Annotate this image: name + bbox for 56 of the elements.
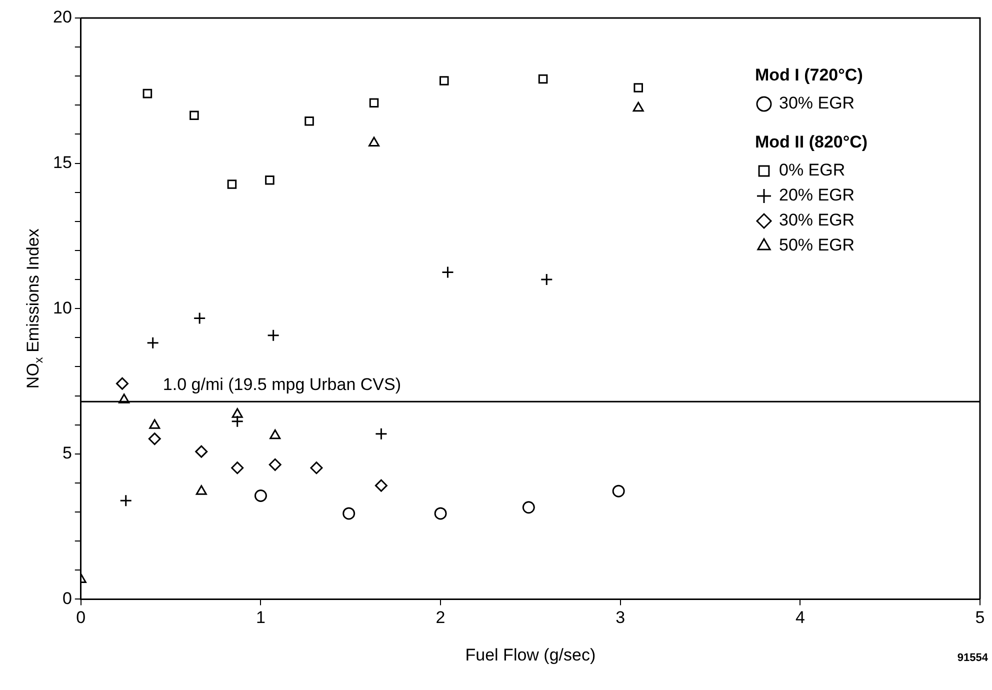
point <box>374 479 388 492</box>
point <box>116 377 129 390</box>
y-tick-label: 15 <box>52 152 72 172</box>
x-tick-label: 5 <box>975 608 985 628</box>
point <box>118 394 130 404</box>
point <box>149 419 160 429</box>
legend-label: 0% EGR <box>779 160 846 180</box>
point <box>265 176 274 185</box>
legend-label: 20% EGR <box>779 186 855 205</box>
point <box>538 74 548 84</box>
point <box>268 458 282 471</box>
ref-line-label: 1.0 g/mi (19.5 mpg Urban CVS) <box>162 374 402 394</box>
legend-label: 50% EGR <box>779 236 855 255</box>
point <box>310 462 323 474</box>
point <box>120 494 132 507</box>
annotation: Mod I (720°C) <box>755 66 863 85</box>
annotation: Mod II (820°C) <box>755 132 868 152</box>
point <box>434 507 447 520</box>
point <box>374 428 388 440</box>
x-tick-label: 4 <box>795 608 805 628</box>
x-tick-label: 2 <box>436 608 446 628</box>
point <box>195 445 208 458</box>
x-tick-label: 3 <box>616 608 626 628</box>
point <box>146 336 160 350</box>
point <box>634 83 643 92</box>
point <box>540 273 553 286</box>
point <box>267 329 280 342</box>
y-tick-label: 5 <box>62 444 72 463</box>
point <box>440 76 449 86</box>
x-tick-label: 0 <box>76 608 86 628</box>
text: 91554 <box>957 652 989 664</box>
point <box>227 180 237 189</box>
legend-label: 30% EGR <box>779 210 855 230</box>
point <box>369 98 379 108</box>
point <box>231 415 244 428</box>
point <box>254 489 267 502</box>
legend-label: 30% EGR <box>779 94 855 113</box>
point <box>368 136 380 146</box>
x-tick-label: 1 <box>256 608 266 628</box>
y-tick-label: 0 <box>62 588 72 608</box>
point <box>304 116 314 126</box>
point <box>522 501 535 514</box>
y-axis-title: NOx Emissions Index <box>24 228 46 389</box>
point <box>142 88 152 98</box>
y-tick-label: 20 <box>52 8 72 27</box>
point <box>148 432 161 446</box>
point <box>612 484 625 498</box>
point <box>632 102 644 112</box>
point <box>196 485 207 495</box>
point <box>231 462 244 474</box>
point <box>270 429 281 440</box>
point <box>190 110 199 120</box>
x-axis-title: Fuel Flow (g/sec) <box>465 645 596 664</box>
y-tick-label: 10 <box>52 298 72 318</box>
point <box>232 408 243 418</box>
point <box>342 507 356 520</box>
